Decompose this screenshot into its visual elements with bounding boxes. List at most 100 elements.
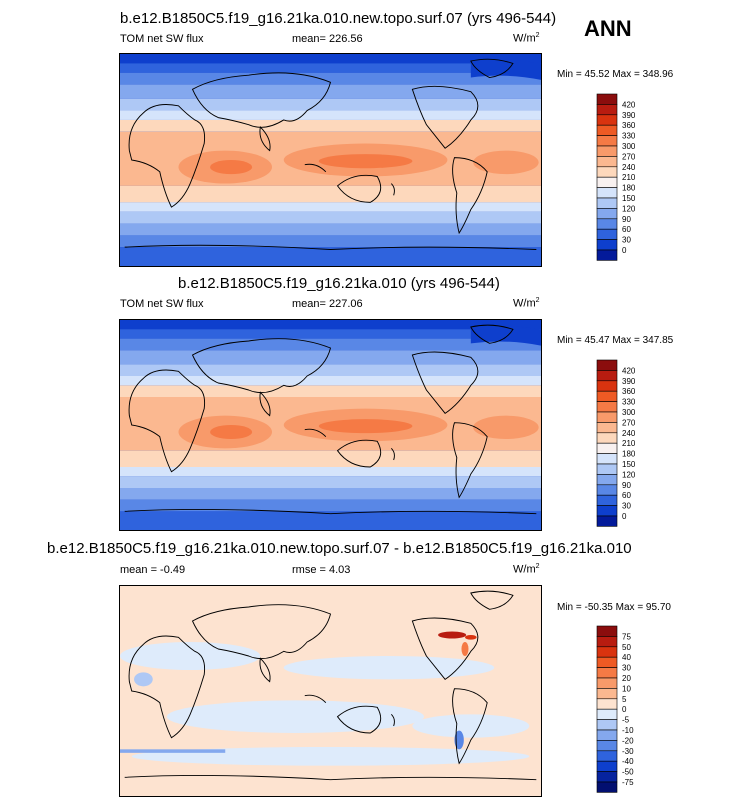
colorbar-swatch [596, 474, 618, 486]
colorbar-swatch [596, 453, 618, 465]
colorbar-tick-label: 60 [622, 491, 631, 500]
panel-1-minmax: Min = 45.52 Max = 348.96 [557, 69, 674, 80]
panel-1-mean-label: mean= 226.56 [292, 33, 363, 45]
panel-2-variable-label: TOM net SW flux [120, 298, 204, 310]
colorbar-swatch [596, 124, 618, 136]
colorbar-tick-label: 330 [622, 398, 636, 407]
colorbar-swatch [596, 249, 618, 261]
colorbar-tick-label: 5 [622, 695, 627, 704]
colorbar-swatch [596, 166, 618, 178]
panel-3-title: b.e12.B1850C5.f19_g16.21ka.010.new.topo.… [47, 540, 632, 557]
panel-3-mean-label: mean = -0.49 [120, 564, 186, 576]
colorbar-swatch [596, 145, 618, 157]
colorbar-swatch [596, 708, 618, 720]
colorbar-tick-label: 270 [622, 152, 636, 161]
colorbar-tick-label: -20 [622, 736, 634, 745]
panel-3-rmse-label: rmse = 4.03 [292, 564, 351, 576]
colorbar-tick-label: 0 [622, 512, 627, 521]
colorbar-tick-label: 240 [622, 163, 636, 172]
colorbar-tick-label: 180 [622, 450, 636, 459]
colorbar-tick-label: 0 [622, 705, 627, 714]
colorbar-tick-label: 60 [622, 225, 631, 234]
panel-3-units: W/m2 [513, 563, 540, 576]
panel-2-minmax: Min = 45.47 Max = 347.85 [557, 335, 674, 346]
colorbar-swatch [596, 729, 618, 741]
colorbar-swatch [596, 422, 618, 434]
colorbar-swatch [596, 771, 618, 783]
colorbar-tick-label: 330 [622, 132, 636, 141]
colorbar-swatch [596, 156, 618, 168]
colorbar-swatch [596, 104, 618, 116]
colorbar-swatch [596, 667, 618, 679]
colorbar-swatch [596, 442, 618, 454]
colorbar-swatch [596, 719, 618, 731]
panel-1-units: W/m2 [513, 32, 540, 45]
panel-3-colorbar: 75 50 40 30 20 10 5 0 -5 -10 -20 -30 -40 -50 -75 [596, 625, 645, 793]
colorbar-tick-label: 240 [622, 429, 636, 438]
colorbar-swatch [596, 494, 618, 506]
panel-3-minmax: Min = -50.35 Max = 95.70 [557, 602, 671, 613]
colorbar-swatch [596, 359, 618, 371]
colorbar-tick-label: 420 [622, 366, 636, 375]
panel-2-map [119, 319, 542, 531]
colorbar-tick-label: 10 [622, 684, 631, 693]
colorbar-swatch [596, 515, 618, 527]
colorbar-swatch [596, 228, 618, 240]
colorbar-swatch [596, 114, 618, 126]
panel-2-title: b.e12.B1850C5.f19_g16.21ka.010 (yrs 496-… [178, 275, 500, 292]
colorbar-tick-label: -40 [622, 757, 634, 766]
colorbar-tick-label: 150 [622, 460, 636, 469]
colorbar-swatch [596, 656, 618, 668]
colorbar-swatch [596, 239, 618, 251]
panel-2-units: W/m2 [513, 297, 540, 310]
colorbar-tick-label: -5 [622, 716, 630, 725]
colorbar-tick-label: -75 [622, 778, 634, 787]
colorbar-swatch [596, 218, 618, 230]
colorbar-tick-label: 300 [622, 142, 636, 151]
panel-1-title: b.e12.B1850C5.f19_g16.21ka.010.new.topo.… [120, 10, 557, 27]
colorbar-tick-label: 90 [622, 481, 631, 490]
colorbar-swatch [596, 401, 618, 413]
colorbar-tick-label: 270 [622, 418, 636, 427]
panel-1-colorbar: 420 390 360 330 300 270 240 210 180 150 120 90 60 30 0 [596, 93, 645, 261]
colorbar-swatch [596, 380, 618, 392]
colorbar-tick-label: 0 [622, 246, 627, 255]
colorbar-tick-label: 150 [622, 194, 636, 203]
colorbar-swatch [596, 760, 618, 772]
colorbar-tick-label: 30 [622, 236, 631, 245]
colorbar-swatch [596, 463, 618, 475]
colorbar-tick-label: 30 [622, 664, 631, 673]
colorbar-tick-label: 360 [622, 121, 636, 130]
colorbar-swatch [596, 370, 618, 382]
colorbar-tick-label: -10 [622, 726, 634, 735]
panel-2-colorbar: 420 390 360 330 300 270 240 210 180 150 120 90 60 30 0 [596, 359, 645, 527]
colorbar-tick-label: 390 [622, 111, 636, 120]
colorbar-swatch [596, 740, 618, 752]
colorbar-tick-label: 390 [622, 377, 636, 386]
panel-1-map [119, 53, 542, 267]
colorbar-tick-label: 360 [622, 387, 636, 396]
colorbar-swatch [596, 176, 618, 188]
panel-2-mean-label: mean= 227.06 [292, 298, 363, 310]
colorbar-tick-label: 30 [622, 502, 631, 511]
colorbar-swatch [596, 390, 618, 402]
colorbar-tick-label: 300 [622, 408, 636, 417]
colorbar-tick-label: 90 [622, 215, 631, 224]
colorbar-tick-label: 20 [622, 674, 631, 683]
colorbar-swatch [596, 646, 618, 658]
colorbar-swatch [596, 197, 618, 209]
colorbar-tick-label: 210 [622, 439, 636, 448]
colorbar-tick-label: -50 [622, 768, 634, 777]
colorbar-swatch [596, 484, 618, 496]
colorbar-swatch [596, 187, 618, 199]
colorbar-swatch [596, 432, 618, 444]
colorbar-swatch [596, 688, 618, 700]
colorbar-tick-label: 75 [622, 632, 631, 641]
colorbar-swatch [596, 636, 618, 648]
colorbar-tick-label: 120 [622, 470, 636, 479]
colorbar-swatch [596, 208, 618, 220]
colorbar-swatch [596, 698, 618, 710]
colorbar-swatch [596, 505, 618, 517]
colorbar-tick-label: 210 [622, 173, 636, 182]
colorbar-swatch [596, 625, 618, 637]
